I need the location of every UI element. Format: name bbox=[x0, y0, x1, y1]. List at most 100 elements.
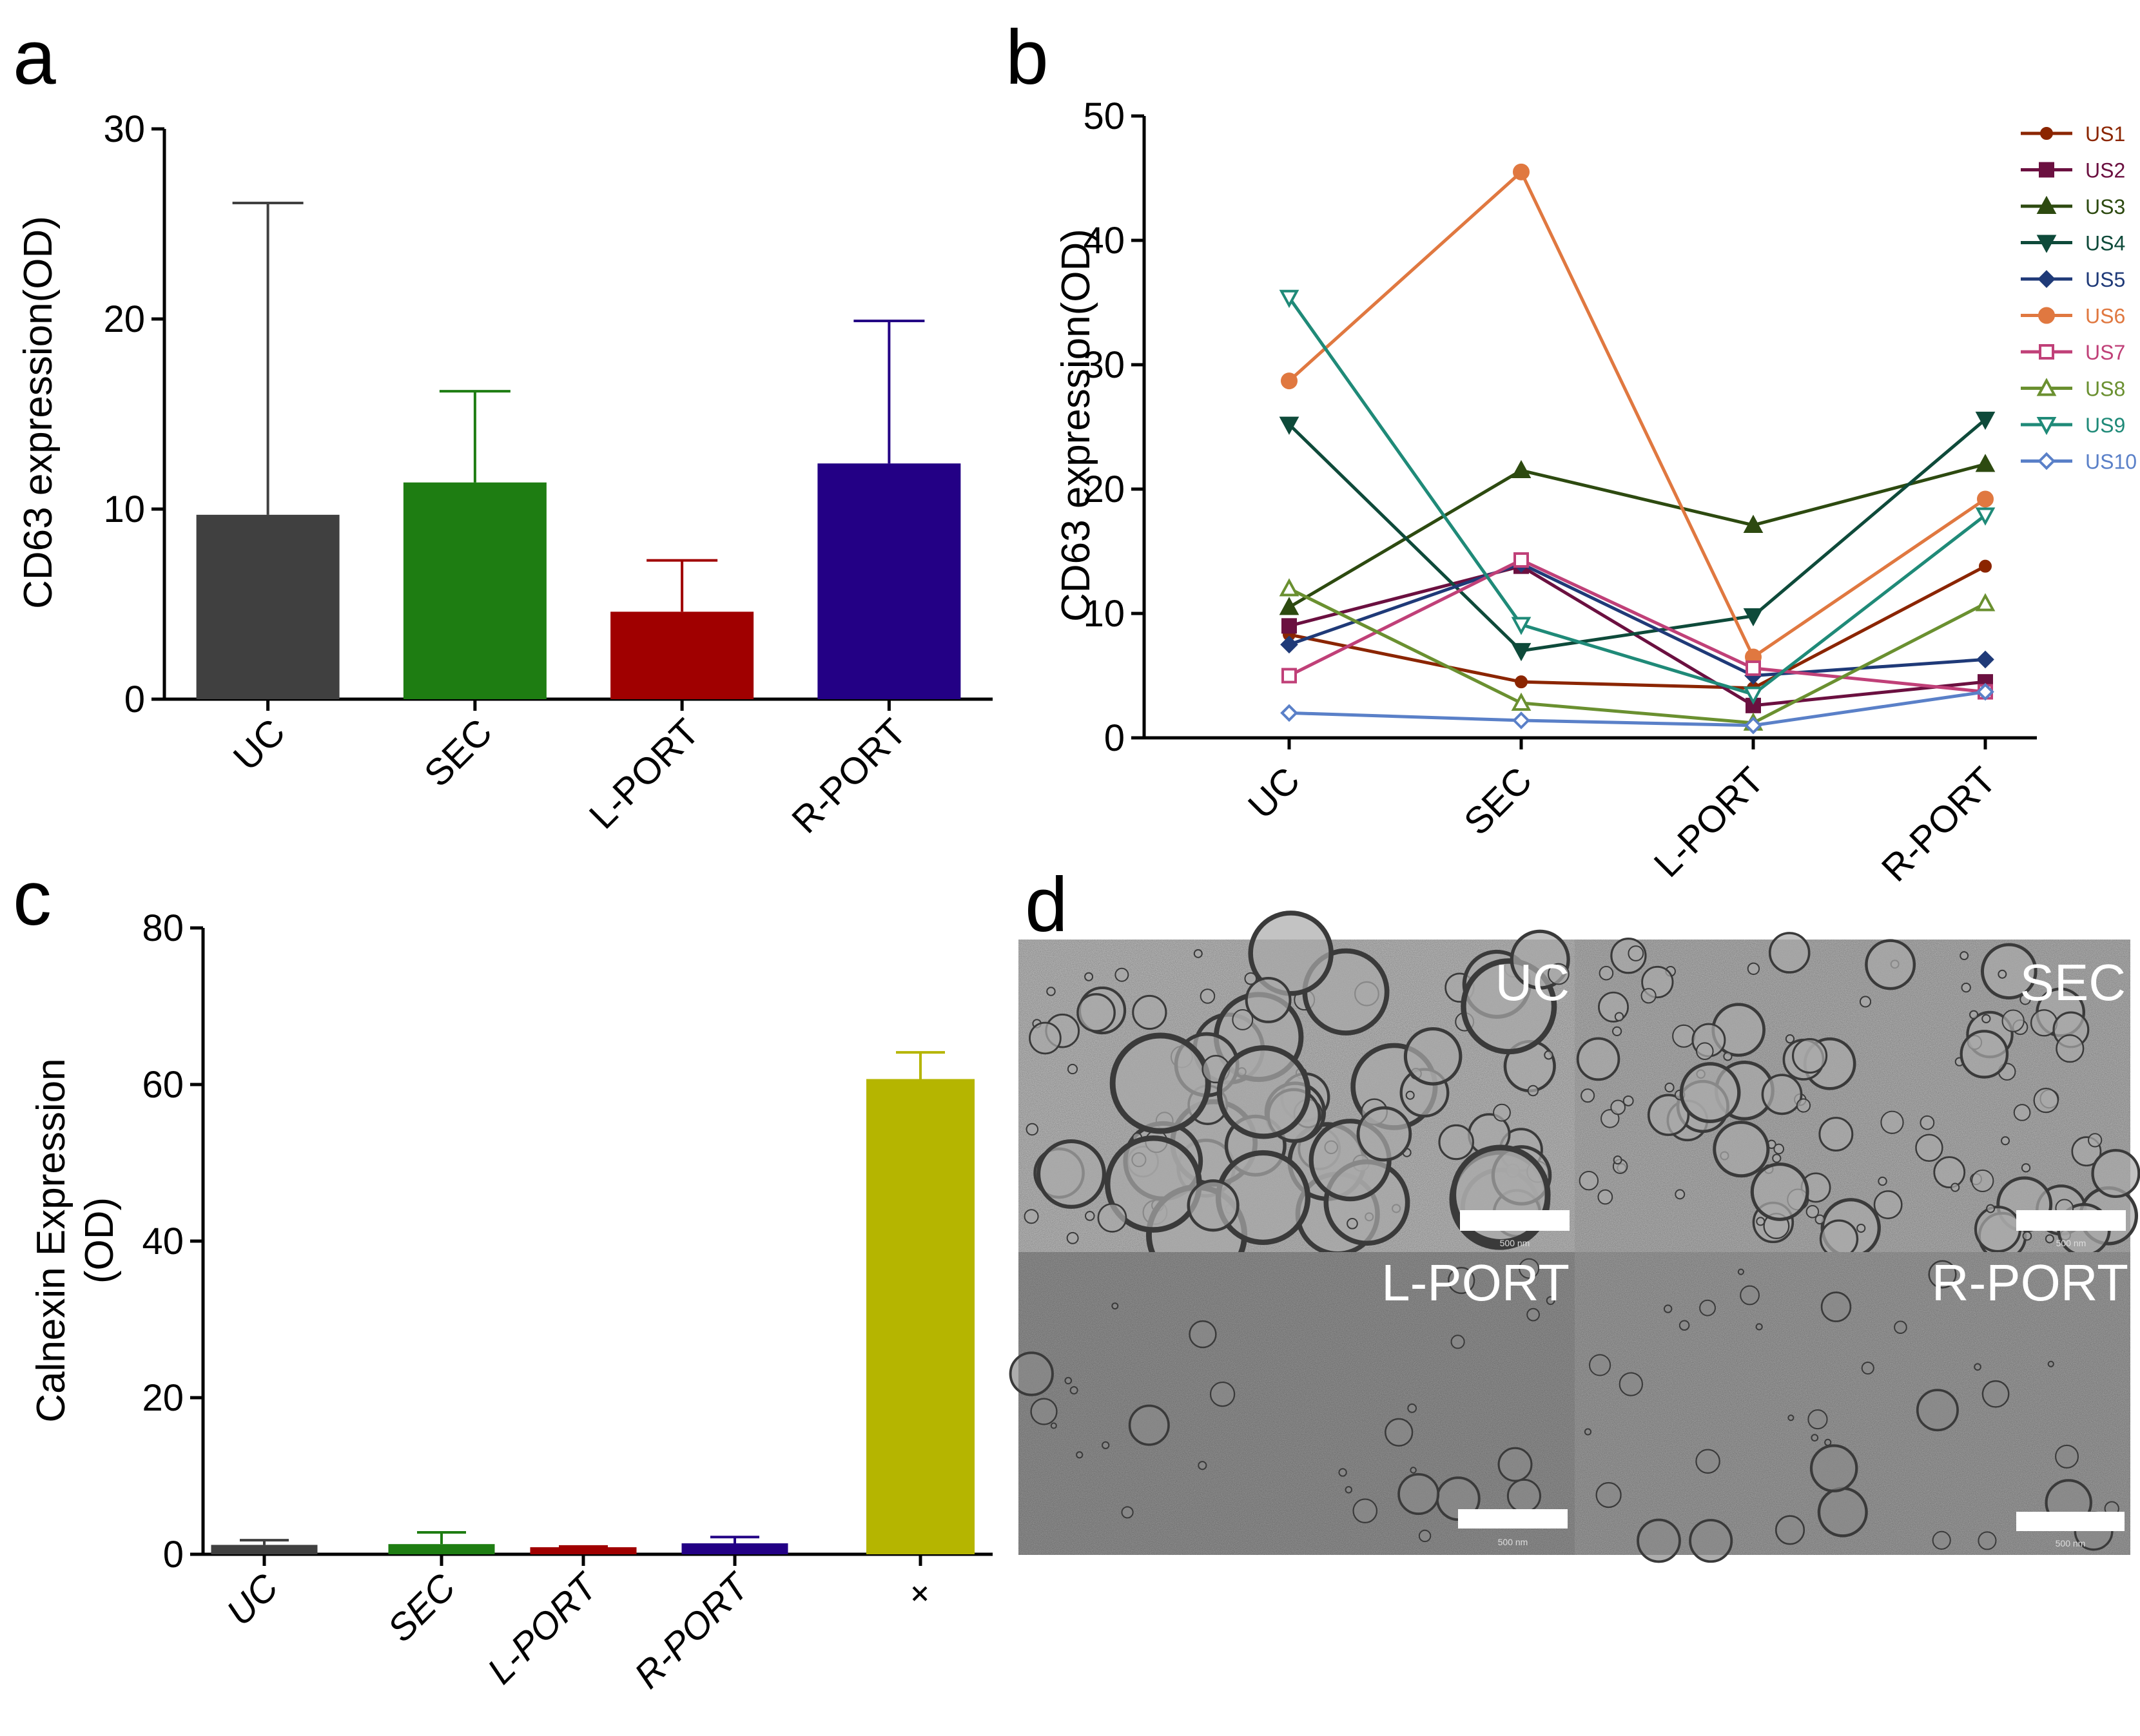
panel-letter-d: d bbox=[1025, 862, 1068, 948]
data-point bbox=[1279, 416, 1299, 435]
series-us9 bbox=[1279, 289, 1996, 705]
data-point bbox=[1975, 507, 1996, 526]
series-line bbox=[1288, 587, 1987, 725]
vesicle bbox=[2001, 1136, 2010, 1146]
vesicle bbox=[1750, 1162, 1809, 1221]
bar-uc bbox=[196, 514, 340, 699]
vesicle bbox=[1050, 1422, 1057, 1429]
vesicle bbox=[1410, 1467, 1417, 1474]
y-tick-label: 20 bbox=[142, 1377, 184, 1419]
series-line bbox=[1289, 690, 1986, 728]
vesicle bbox=[1796, 1098, 1811, 1113]
vesicle bbox=[1981, 1014, 1991, 1023]
chart-a-cd63-bar: 0 10 20 30 UC SEC L-PORT R-PORT CD63 expression(… bbox=[16, 108, 993, 842]
series-line bbox=[1289, 564, 1986, 708]
series-line bbox=[1289, 564, 1987, 690]
legend-label: US9 bbox=[2085, 414, 2125, 437]
vesicle bbox=[1915, 1133, 1943, 1162]
legend-entry: US10 bbox=[2021, 450, 2137, 474]
vesicle bbox=[1811, 1434, 1819, 1442]
vesicle bbox=[1579, 1170, 1599, 1191]
vesicle bbox=[2055, 1444, 2079, 1469]
vesicle bbox=[1385, 1418, 1414, 1447]
legend-entry: US8 bbox=[2021, 378, 2125, 401]
vesicle bbox=[2056, 1034, 2085, 1063]
panel-letter-b: b bbox=[1006, 14, 1049, 101]
vesicle bbox=[1546, 1296, 1555, 1306]
vesicle bbox=[1581, 1088, 1595, 1103]
vesicle bbox=[1787, 1414, 1795, 1422]
y-tick-label: 30 bbox=[1083, 344, 1125, 386]
legend-marker bbox=[2038, 452, 2056, 470]
x-tick-label: R-PORT bbox=[784, 711, 914, 841]
legend-entry: US3 bbox=[2021, 195, 2125, 218]
vesicle bbox=[1696, 1042, 1714, 1061]
vesicle bbox=[1880, 1110, 1904, 1134]
series-us10 bbox=[1280, 682, 1994, 735]
data-point bbox=[1513, 552, 1529, 568]
bar-positive-control bbox=[866, 1079, 975, 1554]
y-tick-label: 10 bbox=[103, 488, 145, 530]
vesicle bbox=[1933, 1156, 1966, 1189]
vesicle bbox=[1111, 1302, 1119, 1310]
vesicle bbox=[1198, 1461, 1207, 1471]
vesicle bbox=[1595, 1481, 1622, 1509]
data-point bbox=[1743, 608, 1764, 627]
legend-marker bbox=[2036, 235, 2057, 253]
vesicle bbox=[1338, 1468, 1347, 1477]
vesicle bbox=[1009, 1351, 1054, 1396]
vesicle bbox=[1772, 1153, 1782, 1163]
bar-sec bbox=[388, 1544, 495, 1554]
bar-sec bbox=[403, 482, 547, 699]
x-tick-label: + bbox=[897, 1571, 942, 1616]
vesicle bbox=[1600, 1109, 1620, 1128]
vesicle bbox=[1030, 1398, 1058, 1425]
vesicle bbox=[1109, 1032, 1211, 1134]
data-point bbox=[1279, 597, 1299, 615]
vesicle bbox=[1613, 1155, 1622, 1165]
vesicle bbox=[1619, 1372, 1644, 1396]
vesicle bbox=[1347, 1218, 1358, 1230]
vesicle bbox=[1998, 969, 2007, 979]
data-point bbox=[1281, 618, 1297, 634]
tem-panel-uc: UC 500 nm bbox=[1018, 911, 1575, 1286]
legend-entry: US5 bbox=[2021, 268, 2125, 291]
vesicle bbox=[1248, 911, 1334, 996]
vesicle bbox=[1397, 1473, 1440, 1515]
vesicle bbox=[1737, 1268, 1744, 1275]
tem-label-uc: UC bbox=[1495, 954, 1570, 1011]
vesicle bbox=[1064, 1376, 1073, 1385]
x-tick-label: UC bbox=[1240, 759, 1308, 827]
data-point bbox=[1511, 642, 1532, 662]
legend-label: US10 bbox=[2085, 450, 2137, 474]
legend-entry: US9 bbox=[2021, 414, 2125, 437]
vesicle bbox=[1814, 1214, 1825, 1225]
vesicle bbox=[1761, 1074, 1803, 1115]
vesicle bbox=[1920, 1115, 1935, 1130]
vesicle bbox=[1066, 1231, 1079, 1244]
data-point bbox=[1511, 692, 1532, 711]
vesicle bbox=[1576, 1037, 1620, 1081]
vesicle bbox=[1805, 1205, 1820, 1219]
y-tick-label: 30 bbox=[103, 108, 145, 150]
vesicle bbox=[1824, 1438, 1832, 1446]
vesicle bbox=[1672, 1024, 1696, 1048]
vesicle bbox=[1695, 1449, 1720, 1474]
vesicle bbox=[1978, 1531, 1997, 1550]
legend-label: US1 bbox=[2085, 122, 2125, 146]
legend-marker bbox=[2040, 127, 2053, 140]
chart-b-cd63-lines: 0 10 20 30 40 50 UC SEC L-PORT R-PORT CD63 express… bbox=[1054, 95, 2137, 890]
vesicle bbox=[1200, 989, 1216, 1004]
vesicle bbox=[1950, 1182, 1960, 1192]
scale-bar bbox=[2016, 1210, 2126, 1231]
vesicle bbox=[1407, 1403, 1417, 1413]
vesicle bbox=[2045, 1234, 2054, 1244]
bar-r-port bbox=[681, 1543, 788, 1554]
panel-letter-a: a bbox=[13, 14, 56, 101]
y-tick-label: 10 bbox=[1083, 593, 1125, 635]
data-point bbox=[1511, 459, 1532, 479]
vesicle bbox=[1723, 1052, 1733, 1061]
x-tick-label: L-PORT bbox=[1646, 759, 1773, 885]
x-tick-label: SEC bbox=[1456, 759, 1540, 843]
